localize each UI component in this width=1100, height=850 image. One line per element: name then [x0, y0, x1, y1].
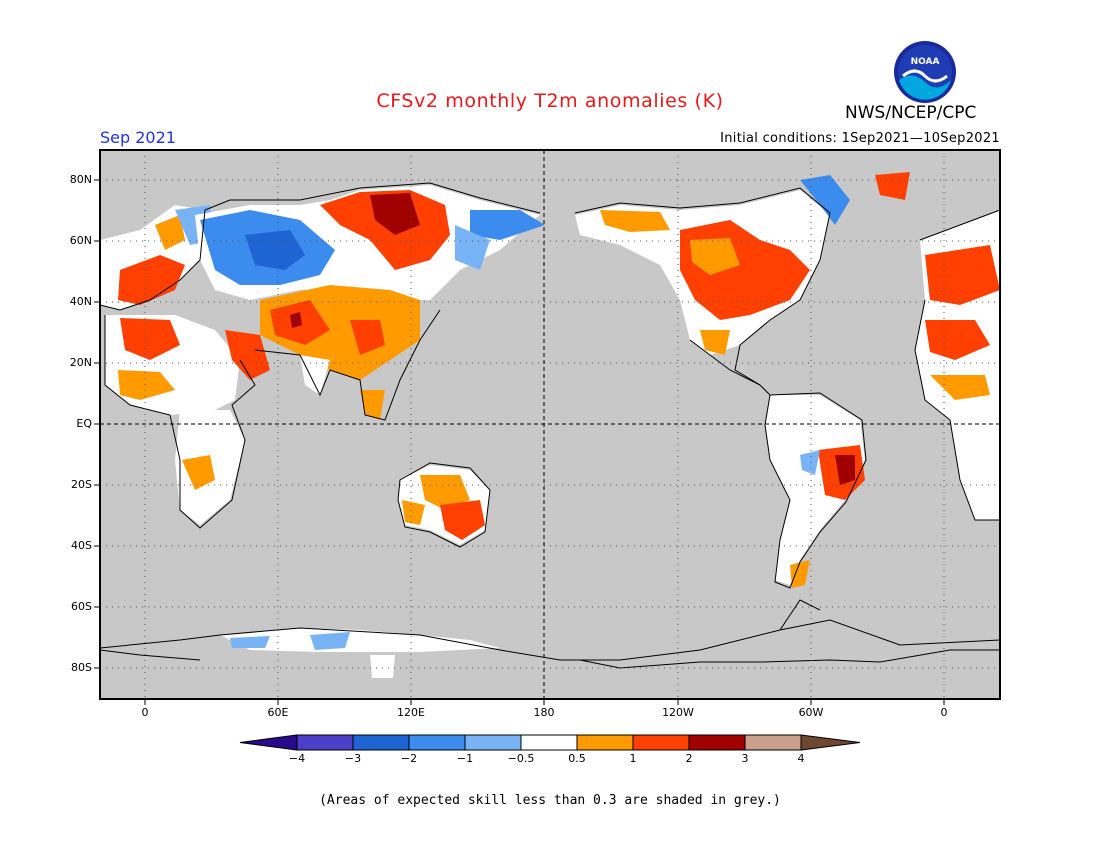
colorbar-swatch: [352, 734, 410, 751]
colorbar-label: 3: [741, 752, 749, 765]
colorbar-swatch: [576, 734, 634, 751]
equator-dateline: [100, 150, 1000, 699]
lon-label: 180: [533, 706, 555, 719]
antarctica-anomalies: [220, 628, 500, 678]
colorbar-label: 1: [629, 752, 637, 765]
noaa-logo: NOAA: [894, 41, 956, 103]
colorbar-swatch: [688, 734, 746, 751]
colorbar-high-arrow: [800, 734, 861, 751]
forecast-month: Sep 2021: [100, 128, 176, 147]
colorbar-label: −0.5: [507, 752, 535, 765]
lat-label: 40N: [69, 295, 92, 308]
skill-footnote: (Areas of expected skill less than 0.3 a…: [319, 793, 781, 808]
coastlines: [99, 182, 1001, 669]
lon-label: 60W: [798, 706, 824, 719]
europe-africa-anomalies: [100, 205, 270, 525]
agency-label: NWS/NCEP/CPC: [845, 103, 977, 123]
axis-ticks: [94, 179, 945, 705]
colorbar-label: −3: [344, 752, 362, 765]
colorbar-label: 2: [685, 752, 693, 765]
europe-africa-wrap-anomalies: [915, 210, 1000, 520]
chart-title: CFSv2 monthly T2m anomalies (K): [376, 90, 724, 112]
lat-label: EQ: [76, 417, 92, 430]
lon-label: 0: [940, 706, 948, 719]
colorbar-label: 0.5: [568, 752, 586, 765]
map-gridlines: [100, 150, 1000, 699]
initial-conditions: Initial conditions: 1Sep2021—10Sep2021: [720, 131, 1000, 146]
lon-label: 60E: [267, 706, 289, 719]
colorbar-swatch: [744, 734, 802, 751]
lon-label: 0: [141, 706, 149, 719]
lat-label: 80N: [69, 173, 92, 186]
lat-label: 20S: [71, 478, 92, 491]
lon-label: 120E: [397, 706, 425, 719]
colorbar-label: −2: [400, 752, 418, 765]
colorbar-swatch: [520, 734, 578, 751]
colorbar-label: 4: [797, 752, 805, 765]
colorbar-swatch: [632, 734, 690, 751]
colorbar-label: −4: [288, 752, 306, 765]
colorbar: [239, 734, 861, 751]
lon-label: 120W: [662, 706, 694, 719]
lat-label: 40S: [71, 539, 92, 552]
lat-label: 60S: [71, 600, 92, 613]
colorbar-swatch: [296, 734, 354, 751]
colorbar-low-arrow: [239, 734, 298, 751]
north-america-anomalies: [575, 172, 910, 355]
colorbar-swatch: [408, 734, 466, 751]
colorbar-label: −1: [456, 752, 474, 765]
lat-label: 60N: [69, 234, 92, 247]
lat-label: 80S: [71, 661, 92, 674]
asia-anomalies: [195, 185, 545, 420]
colorbar-swatch: [464, 734, 522, 751]
lat-label: 20N: [69, 356, 92, 369]
logo-text: NOAA: [911, 57, 940, 67]
